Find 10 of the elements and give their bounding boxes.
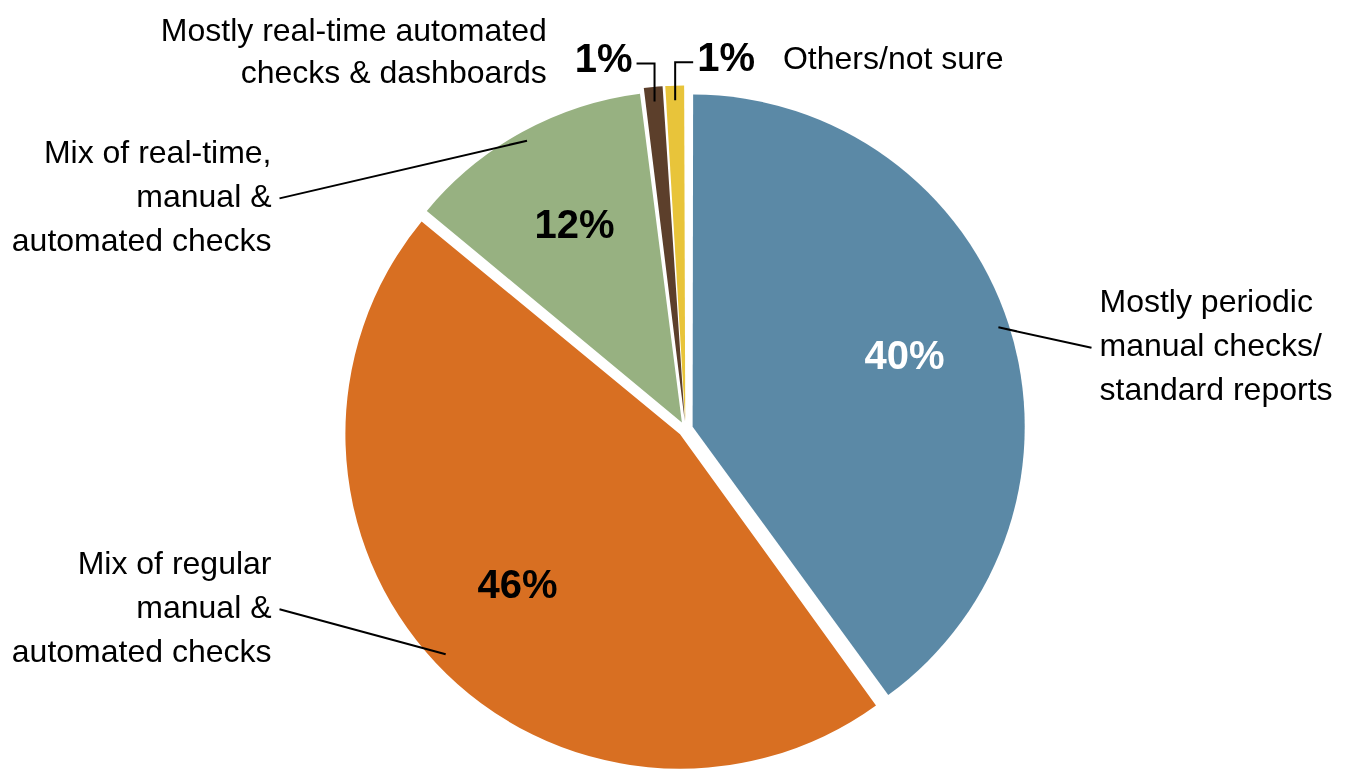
slice-label: Mostly real-time automated checks & dashboards [160,12,547,91]
data-label: 46% [477,561,558,606]
slice-label: Mix of regular manual & automated checks [11,545,272,669]
slice-label: Mix of real-time, manual & automated checks [11,134,272,259]
data-label: 1% [697,35,755,80]
data-label: 12% [534,202,615,247]
data-label: 40% [864,332,945,377]
slice-label: Others/not sure [782,39,1004,76]
slice-label: Mostly periodic manual checks/ standard reports [1099,283,1333,408]
data-label: 1% [574,36,633,81]
